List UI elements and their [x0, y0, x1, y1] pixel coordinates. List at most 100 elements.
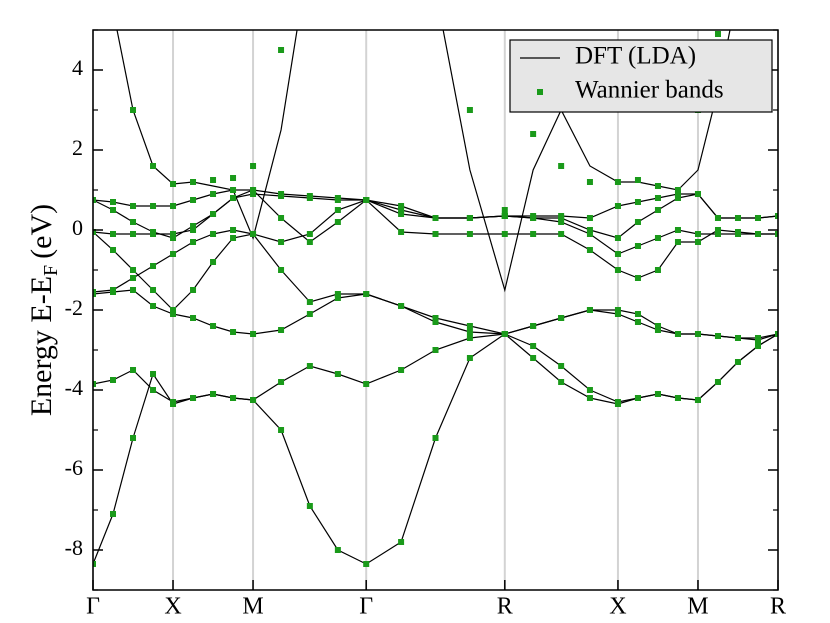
wannier-point [306, 239, 313, 245]
wannier-point [398, 303, 405, 309]
y-tick-label: 2 [72, 135, 83, 160]
wannier-point [250, 191, 257, 197]
wannier-point [654, 195, 661, 201]
wannier-point [110, 511, 117, 517]
wannier-point [586, 395, 593, 401]
wannier-point [501, 231, 508, 237]
x-tick-label: X [164, 594, 181, 620]
plot-area [93, 30, 778, 567]
wannier-point [334, 195, 341, 201]
y-label-main: Energy E-E [25, 276, 58, 416]
wannier-point [250, 163, 257, 169]
wannier-point [230, 175, 237, 181]
wannier-point [530, 355, 537, 361]
wannier-point [674, 331, 681, 337]
x-tick-label: R [770, 594, 786, 620]
wannier-point [586, 307, 593, 313]
wannier-point [170, 235, 177, 241]
wannier-point [110, 247, 117, 253]
wannier-point [150, 203, 157, 209]
wannier-point [530, 213, 537, 219]
wannier-point [714, 31, 721, 37]
wannier-point [334, 547, 341, 553]
wannier-point [714, 333, 721, 339]
wannier-point [466, 355, 473, 361]
wannier-point [150, 163, 157, 169]
wannier-point [210, 231, 217, 237]
wannier-point [278, 327, 285, 333]
wannier-point [110, 287, 117, 293]
legend-marker [537, 89, 543, 95]
wannier-point [654, 327, 661, 333]
wannier-point [93, 229, 96, 235]
wannier-point [93, 561, 96, 567]
wannier-point [334, 291, 341, 297]
wannier-point [110, 377, 117, 383]
wannier-point [734, 359, 741, 365]
wannier-point [150, 303, 157, 309]
wannier-point [334, 219, 341, 225]
y-axis-label: Energy E-EF (eV) [25, 204, 62, 416]
wannier-point [130, 435, 137, 441]
wannier-point [190, 197, 197, 203]
wannier-point [334, 371, 341, 377]
wannier-point [530, 343, 537, 349]
wannier-point [130, 367, 137, 373]
wannier-point [250, 187, 257, 193]
wannier-point [250, 231, 257, 237]
wannier-point [278, 47, 285, 53]
wannier-point [170, 251, 177, 257]
wannier-point [230, 235, 237, 241]
wannier-point [530, 131, 537, 137]
wannier-point [130, 267, 137, 273]
wannier-point [190, 287, 197, 293]
wannier-point [150, 387, 157, 393]
y-tick-label: 0 [72, 215, 83, 240]
legend-box [509, 39, 773, 113]
wannier-point [614, 235, 621, 241]
wannier-point [130, 203, 137, 209]
wannier-point [634, 311, 641, 317]
wannier-point [634, 395, 641, 401]
wannier-point [150, 231, 157, 237]
wannier-point [530, 231, 537, 237]
wannier-point [363, 291, 370, 297]
wannier-point [110, 207, 117, 213]
wannier-point [634, 275, 641, 281]
wannier-point [278, 379, 285, 385]
wannier-point [210, 191, 217, 197]
wannier-point [558, 379, 565, 385]
wannier-point [694, 397, 701, 403]
x-tick-label: M [687, 594, 708, 620]
wannier-point [278, 191, 285, 197]
wannier-point [210, 391, 217, 397]
wannier-point [210, 177, 217, 183]
wannier-point [278, 239, 285, 245]
wannier-point [694, 191, 701, 197]
wannier-point [694, 239, 701, 245]
wannier-point [754, 335, 761, 341]
x-tick-label: Γ [86, 594, 100, 620]
wannier-point [130, 107, 137, 113]
y-tick-label: -2 [65, 295, 83, 320]
wannier-point [714, 215, 721, 221]
wannier-point [754, 215, 761, 221]
wannier-point [110, 199, 117, 205]
wannier-point [501, 331, 508, 337]
wannier-point [130, 219, 137, 225]
wannier-point [586, 227, 593, 233]
wannier-point [306, 363, 313, 369]
wannier-point [674, 187, 681, 193]
wannier-point [674, 191, 681, 197]
wannier-point [93, 289, 96, 295]
wannier-point [674, 227, 681, 233]
wannier-point [398, 367, 405, 373]
wannier-point [170, 203, 177, 209]
wannier-point [432, 319, 439, 325]
y-label-sub: F [40, 265, 62, 276]
wannier-point [654, 391, 661, 397]
wannier-point [614, 311, 621, 317]
wannier-point [190, 179, 197, 185]
wannier-point [398, 207, 405, 213]
